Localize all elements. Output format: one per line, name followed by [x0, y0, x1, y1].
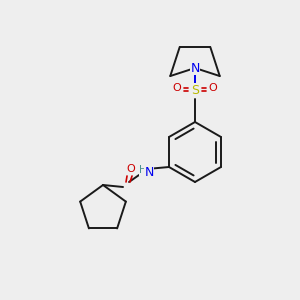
Text: O: O [208, 83, 217, 93]
Text: O: O [172, 83, 182, 93]
Text: O: O [127, 164, 135, 174]
Text: N: N [144, 166, 154, 178]
Text: S: S [191, 83, 199, 97]
Text: H: H [139, 165, 147, 175]
Text: N: N [190, 61, 200, 74]
